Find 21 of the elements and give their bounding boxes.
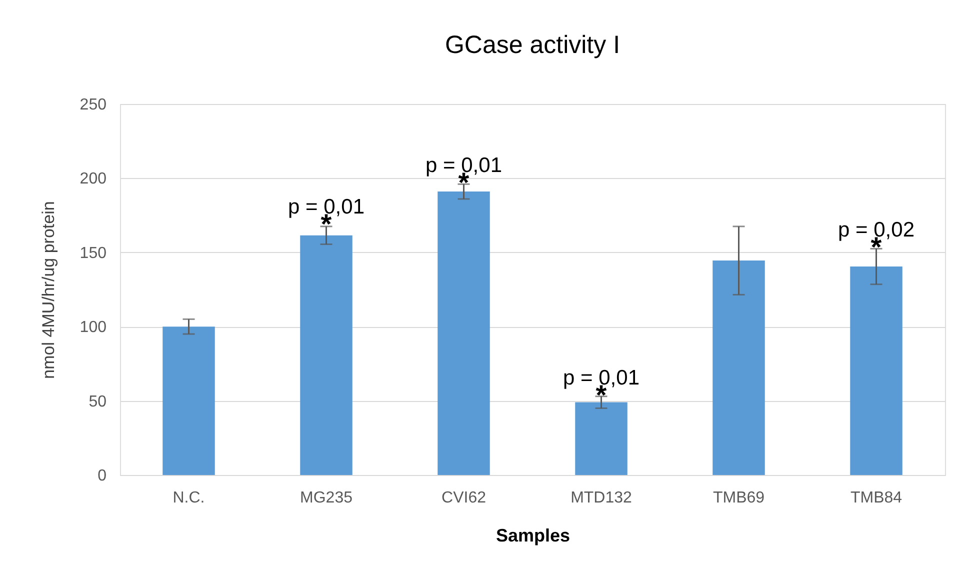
bar: [438, 192, 490, 475]
x-tick-label: TMB69: [712, 490, 765, 506]
bar: [575, 402, 628, 475]
y-axis-title: nmol 4MU/hr/ug protein: [38, 201, 58, 379]
x-tick-label: MTD132: [570, 490, 632, 506]
y-tick-label: 100: [80, 319, 107, 336]
bar: [162, 326, 215, 475]
chart-title: GCase activity I: [444, 31, 620, 59]
y-tick-label: 250: [80, 96, 107, 114]
bar: [300, 235, 352, 475]
x-tick-label: CVI62: [442, 490, 486, 506]
y-tick-label: 50: [88, 393, 107, 410]
x-tick-label: MG235: [300, 490, 353, 506]
x-tick-label: TMB84: [850, 490, 902, 506]
y-tick-label: 200: [80, 170, 107, 188]
x-tick-label: N.C.: [172, 490, 205, 506]
y-tick-label: 150: [80, 244, 107, 262]
y-tick-label: 0: [98, 468, 107, 484]
bar: [850, 266, 902, 475]
x-axis-title: Samples: [496, 526, 570, 546]
bar: [712, 260, 765, 475]
